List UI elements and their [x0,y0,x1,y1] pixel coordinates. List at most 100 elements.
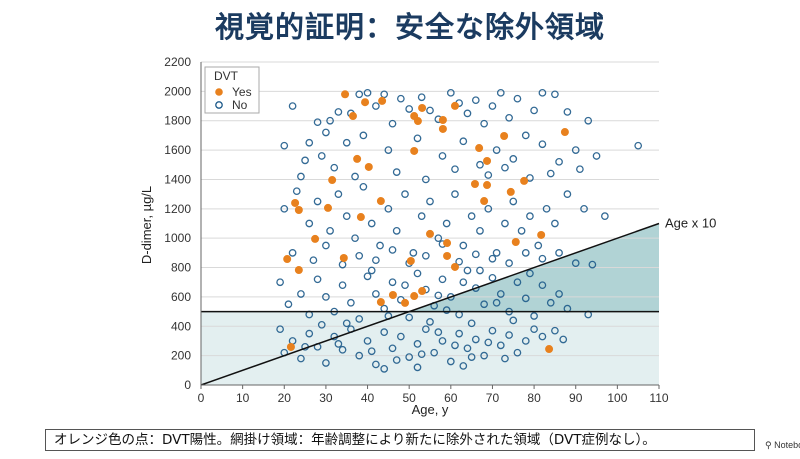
point-dvt-no [559,335,568,344]
point-dvt-no [392,356,401,364]
point-dvt-no [492,298,501,307]
point-dvt-no [480,351,488,360]
point-dvt-no [421,325,430,334]
point-dvt-yes [376,197,385,206]
point-dvt-no [421,175,430,184]
point-dvt-no [384,146,393,154]
point-dvt-yes [410,146,419,155]
axes: 0200400600800100012001400160018002000220… [164,55,669,405]
point-dvt-no [288,102,297,110]
point-dvt-no [434,291,443,300]
point-dvt-yes [413,117,422,126]
point-dvt-no [471,96,480,105]
point-dvt-no [372,290,380,298]
point-dvt-no [322,359,330,367]
point-dvt-no [546,169,555,178]
point-dvt-no [496,341,505,350]
point-dvt-no [426,197,434,206]
age-x10-label: Age x 10 [665,216,716,231]
x-tick-label: 80 [527,391,541,405]
point-dvt-yes [450,262,459,271]
y-axis-label: D-dimer, µg/L [139,186,154,264]
point-dvt-no [446,88,455,97]
point-dvt-no [546,298,555,307]
point-dvt-yes [418,287,427,296]
point-dvt-yes [410,292,419,301]
reference-lines [200,222,660,386]
point-dvt-no [388,344,397,353]
point-dvt-no [526,212,534,221]
watermark-text: Notebo [774,440,800,450]
point-dvt-no [571,259,580,267]
point-dvt-no [372,256,380,265]
legend-no-marker [215,101,223,109]
point-dvt-yes [418,103,427,112]
point-dvt-yes [475,144,484,153]
point-dvt-no [501,163,509,172]
point-dvt-no [459,241,468,250]
point-dvt-yes [438,124,447,133]
point-dvt-no [305,219,314,228]
point-dvt-yes [356,213,365,222]
point-dvt-no [517,226,526,235]
point-dvt-no [463,266,472,275]
caption-box: オレンジ色の点：DVT陽性。網掛け領域：年齢調整により新たに除外された領域（DV… [45,429,755,451]
point-dvt-no [584,116,593,125]
point-dvt-no [363,337,372,345]
x-tick-label: 40 [361,391,375,405]
point-dvt-no [467,353,476,361]
x-tick-label: 30 [319,391,333,405]
point-dvt-no [505,113,513,122]
point-dvt-yes [361,98,370,107]
legend-box [204,66,260,114]
y-tick-label: 2200 [164,55,191,69]
point-dvt-yes [450,101,459,110]
point-dvt-no [467,212,476,221]
point-dvt-no [442,306,451,314]
point-dvt-no [401,281,409,290]
point-dvt-no [446,293,455,301]
point-dvt-no [551,326,559,335]
gridlines [201,61,659,357]
point-dvt-no [317,320,326,329]
point-dvt-no [438,152,447,160]
legend-yes-label: Yes [232,85,252,99]
point-dvt-no [530,106,538,115]
point-dvt-no [313,197,322,206]
point-dvt-yes [311,234,320,243]
point-dvt-no [538,254,547,263]
point-dvt-no [417,93,426,102]
y-tick-label: 2000 [164,84,191,98]
point-dvt-yes [470,180,479,189]
point-dvt-yes [545,345,554,354]
point-dvt-no [451,341,459,350]
point-dvt-no [313,118,322,127]
y-tick-label: 1000 [164,231,191,245]
point-dvt-no [297,172,305,181]
shaded-region-below-cutoff [201,311,659,385]
legend-title: DVT [214,69,239,83]
slide-title: 視覚的証明：安全な除外領域 [214,10,605,44]
point-dvt-no [601,212,609,221]
point-dvt-yes [376,298,385,307]
point-dvt-no [367,219,376,228]
point-dvt-no [409,249,418,257]
point-dvt-no [426,318,434,326]
point-dvt-no [309,256,318,265]
point-dvt-no [297,354,305,363]
point-dvt-no [417,212,426,221]
point-dvt-no [530,312,538,320]
point-dvt-no [551,219,559,228]
point-dvt-no [276,278,284,287]
point-dvt-no [476,266,484,275]
point-dvt-no [576,165,584,174]
point-dvt-yes [328,176,337,185]
point-dvt-no [634,141,643,150]
x-tick-label: 0 [198,391,205,405]
point-dvt-no [505,259,513,267]
point-dvt-no [488,326,497,335]
point-dvt-no [326,226,334,235]
point-dvt-no [363,272,372,281]
point-dvt-no [459,278,468,287]
point-dvt-no [463,344,472,353]
